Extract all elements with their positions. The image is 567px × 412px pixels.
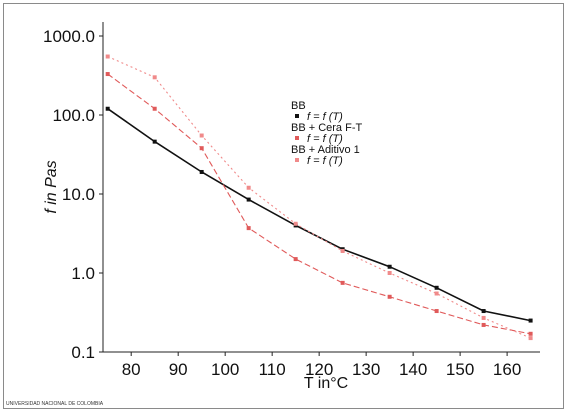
legend: BBf = f (T)BB + Cera F-Tf = f (T)BB + Ad… bbox=[291, 100, 362, 167]
series-line bbox=[107, 55, 531, 339]
x-tick-label: 150 bbox=[446, 360, 474, 379]
legend-marker bbox=[295, 114, 299, 118]
x-tick-label: 130 bbox=[352, 360, 380, 379]
data-point bbox=[481, 309, 486, 314]
data-point bbox=[246, 226, 251, 231]
data-point bbox=[434, 309, 439, 314]
series-line bbox=[107, 108, 531, 322]
data-point bbox=[528, 318, 533, 323]
data-point bbox=[199, 133, 204, 138]
axes bbox=[102, 22, 540, 353]
data-point bbox=[105, 106, 110, 111]
legend-entry-name: BB bbox=[291, 100, 306, 112]
chart-frame bbox=[3, 3, 564, 409]
data-point bbox=[152, 75, 157, 80]
legend-entry-name: BB + Cera F-T bbox=[291, 122, 362, 134]
data-point bbox=[152, 139, 157, 144]
legend-entry-curve: f = f (T) bbox=[307, 155, 343, 167]
y-tick-label: 1000.0 bbox=[43, 27, 95, 46]
data-point bbox=[246, 185, 251, 190]
data-point bbox=[340, 248, 345, 253]
x-tick-label: 160 bbox=[493, 360, 521, 379]
data-point bbox=[434, 291, 439, 296]
legend-marker bbox=[295, 158, 299, 162]
x-tick-label: 100 bbox=[211, 360, 239, 379]
x-tick-label: 110 bbox=[259, 360, 286, 379]
y-tick-label: 1.0 bbox=[71, 264, 95, 283]
source-note: UNIVERSIDAD NACIONAL DE COLOMBIA bbox=[6, 401, 104, 407]
x-tick-label: 140 bbox=[399, 360, 427, 379]
x-tick-label: 80 bbox=[122, 360, 141, 379]
x-axis-title: T in°C bbox=[304, 375, 348, 392]
data-point bbox=[199, 146, 204, 151]
data-point bbox=[528, 336, 533, 341]
y-tick-label: 10.0 bbox=[62, 185, 95, 204]
data-point bbox=[293, 221, 298, 226]
data-point bbox=[152, 106, 157, 111]
legend-entry-curve: f = f (T) bbox=[307, 133, 343, 145]
data-point bbox=[481, 315, 486, 320]
data-point bbox=[481, 322, 486, 327]
data-point bbox=[340, 280, 345, 285]
data-point bbox=[199, 169, 204, 174]
data-point bbox=[387, 264, 392, 269]
data-point bbox=[105, 72, 110, 77]
y-axis-title: f in Pas bbox=[43, 160, 60, 213]
data-point bbox=[246, 197, 251, 202]
y-tick-label: 0.1 bbox=[71, 343, 95, 362]
legend-marker bbox=[295, 136, 299, 140]
data-point bbox=[387, 271, 392, 275]
x-tick-label: 90 bbox=[169, 360, 188, 379]
x-tick-label: 120 bbox=[305, 360, 333, 379]
legend-entry-curve: f = f (T) bbox=[307, 111, 343, 123]
data-point bbox=[434, 285, 439, 290]
data-point bbox=[387, 294, 392, 299]
series-line bbox=[107, 73, 531, 335]
y-tick-label: 100.0 bbox=[52, 106, 95, 125]
data-point bbox=[528, 331, 533, 336]
data-point bbox=[105, 54, 110, 59]
data-point bbox=[293, 257, 298, 262]
legend-entry-name: BB + Aditivo 1 bbox=[291, 144, 360, 156]
